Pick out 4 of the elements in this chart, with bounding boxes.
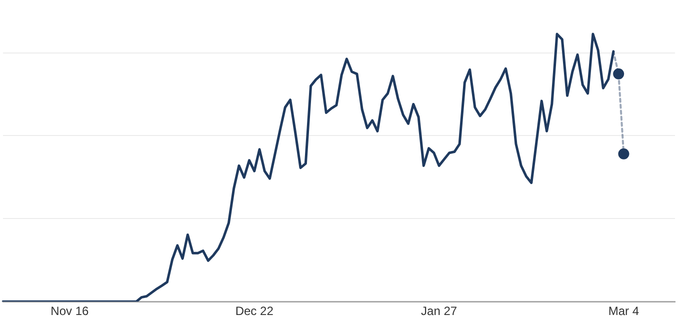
- x-tick-label: Nov 16: [50, 304, 90, 318]
- x-tick-label: Mar 4: [608, 304, 640, 318]
- x-tick-label: Dec 22: [235, 304, 274, 318]
- x-tick-label: Jan 27: [421, 304, 458, 318]
